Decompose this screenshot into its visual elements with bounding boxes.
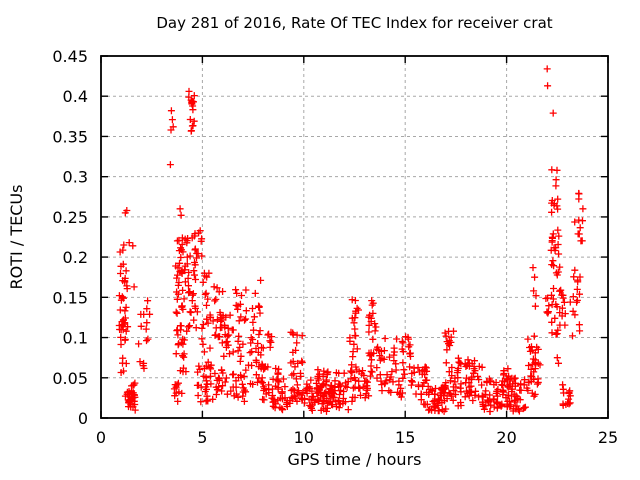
y-tick-label: 0.45 bbox=[52, 47, 88, 66]
y-tick-label: 0.2 bbox=[63, 248, 88, 267]
x-tick-label: 15 bbox=[395, 428, 415, 447]
x-tick-label: 20 bbox=[496, 428, 516, 447]
tick-marks bbox=[100, 55, 609, 419]
x-tick-label: 0 bbox=[96, 428, 106, 447]
y-tick-label: 0 bbox=[78, 409, 88, 428]
y-tick-label: 0.1 bbox=[63, 329, 88, 348]
x-axis-label: GPS time / hours bbox=[287, 450, 422, 469]
x-tick-label: 25 bbox=[598, 428, 618, 447]
y-tick-label: 0.4 bbox=[63, 87, 88, 106]
y-tick-label: 0.25 bbox=[52, 208, 88, 227]
y-tick-label: 0.3 bbox=[63, 168, 88, 187]
y-tick-label: 0.15 bbox=[52, 288, 88, 307]
y-tick-label: 0.05 bbox=[52, 369, 88, 388]
plot-border bbox=[100, 55, 609, 419]
y-tick-label: 0.35 bbox=[52, 127, 88, 146]
chart-title: Day 281 of 2016, Rate Of TEC Index for r… bbox=[156, 14, 553, 32]
scatter-points bbox=[115, 65, 587, 415]
x-tick-label: 10 bbox=[294, 428, 314, 447]
x-tick-label: 5 bbox=[197, 428, 207, 447]
